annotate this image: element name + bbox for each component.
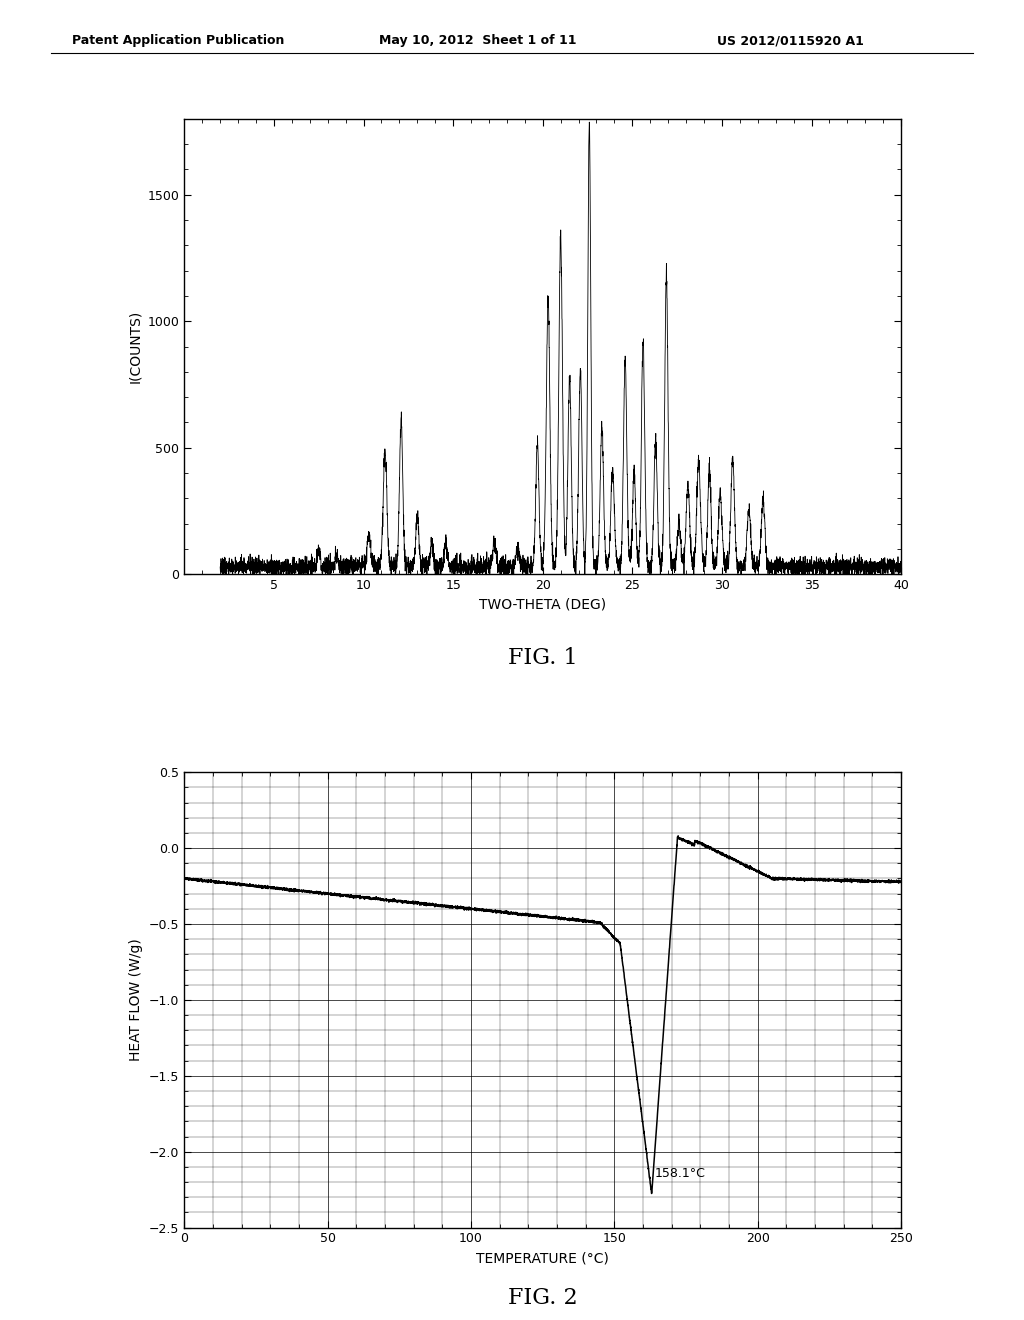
- X-axis label: TEMPERATURE (°C): TEMPERATURE (°C): [476, 1251, 609, 1265]
- Text: US 2012/0115920 A1: US 2012/0115920 A1: [717, 34, 863, 48]
- Text: FIG. 2: FIG. 2: [508, 1287, 578, 1309]
- X-axis label: TWO-THETA (DEG): TWO-THETA (DEG): [479, 598, 606, 611]
- Text: FIG. 1: FIG. 1: [508, 647, 578, 669]
- Text: 158.1°C: 158.1°C: [654, 1167, 706, 1180]
- Y-axis label: I(COUNTS): I(COUNTS): [128, 310, 142, 383]
- Text: May 10, 2012  Sheet 1 of 11: May 10, 2012 Sheet 1 of 11: [379, 34, 577, 48]
- Text: Patent Application Publication: Patent Application Publication: [72, 34, 284, 48]
- Y-axis label: HEAT FLOW (W/g): HEAT FLOW (W/g): [129, 939, 143, 1061]
